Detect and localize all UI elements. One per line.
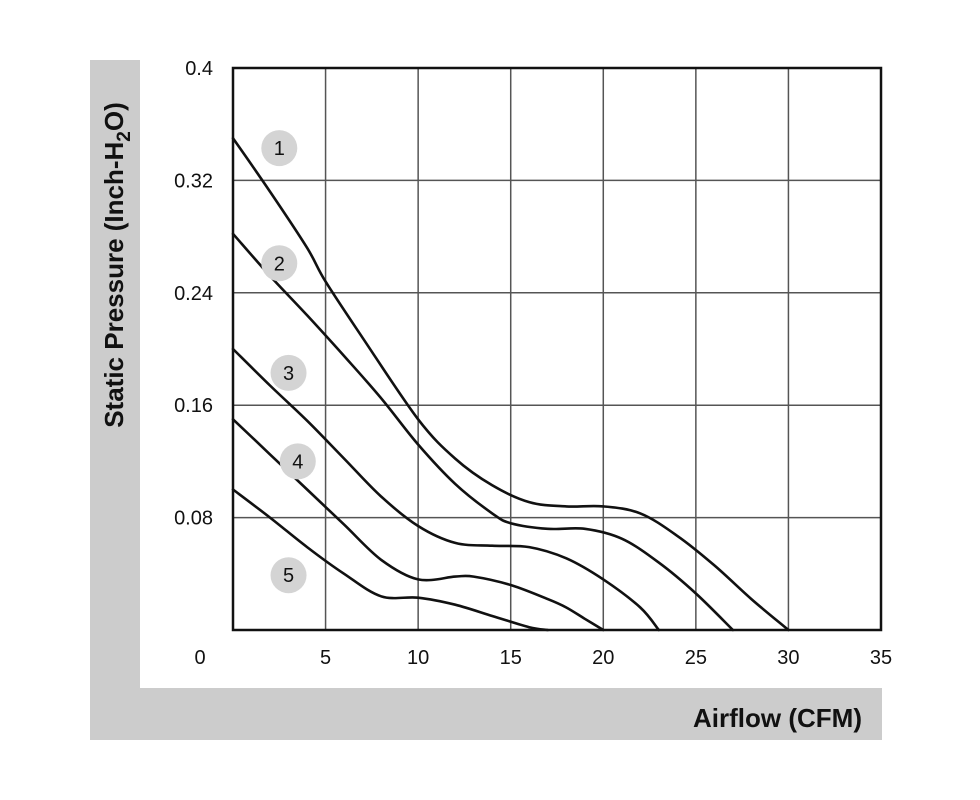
y-axis-title-part: O) xyxy=(99,102,129,131)
x-tick-labels: 0 5 10 15 20 25 30 35 xyxy=(194,647,892,669)
curve-2 xyxy=(231,232,735,632)
curve-5 xyxy=(231,488,549,632)
x-tick-label: 5 xyxy=(320,647,331,669)
curves xyxy=(231,137,790,632)
plot-frame xyxy=(231,66,883,632)
y-axis-title-part: Static Pressure (Inch-H xyxy=(99,142,129,428)
x-tick-label: 35 xyxy=(870,647,892,669)
x-tick-label: 15 xyxy=(500,647,522,669)
curve-label-2: 2 xyxy=(274,253,285,275)
y-tick-label: 0.4 xyxy=(185,58,213,80)
y-axis-title-band xyxy=(90,60,140,740)
curve-1 xyxy=(231,137,790,632)
y-axis-title: Static Pressure (Inch-H2O) xyxy=(99,102,135,428)
y-tick-labels: 0.08 0.16 0.24 0.32 0.4 xyxy=(174,58,213,530)
curve-label-5-badge xyxy=(270,557,307,594)
x-tick-label: 30 xyxy=(777,647,799,669)
y-axis-title-subscript: 2 xyxy=(114,131,135,142)
x-tick-label: 10 xyxy=(407,647,429,669)
curve-label-3-badge xyxy=(270,354,307,391)
curve-label-2-badge xyxy=(261,245,298,282)
curve-label-4-badge xyxy=(279,443,316,480)
x-axis-title-band xyxy=(90,688,882,740)
curve-label-3: 3 xyxy=(283,363,294,385)
curve-3 xyxy=(231,347,661,632)
curve-label-4: 4 xyxy=(292,451,303,473)
y-tick-label: 0.16 xyxy=(174,395,213,417)
y-tick-label: 0.08 xyxy=(174,508,213,530)
curve-labels: 1 2 3 4 5 xyxy=(261,130,316,594)
y-tick-label: 0.24 xyxy=(174,283,213,305)
x-axis-title: Airflow (CFM) xyxy=(693,703,862,733)
curve-label-1: 1 xyxy=(274,138,285,160)
y-tick-label: 0.32 xyxy=(174,170,213,192)
x-tick-label: 25 xyxy=(685,647,707,669)
curve-label-5: 5 xyxy=(283,565,294,587)
x-tick-label: 0 xyxy=(194,647,205,669)
curve-label-1-badge xyxy=(261,130,298,167)
gridlines xyxy=(233,68,881,630)
curve-4 xyxy=(231,418,605,632)
x-tick-label: 20 xyxy=(592,647,614,669)
